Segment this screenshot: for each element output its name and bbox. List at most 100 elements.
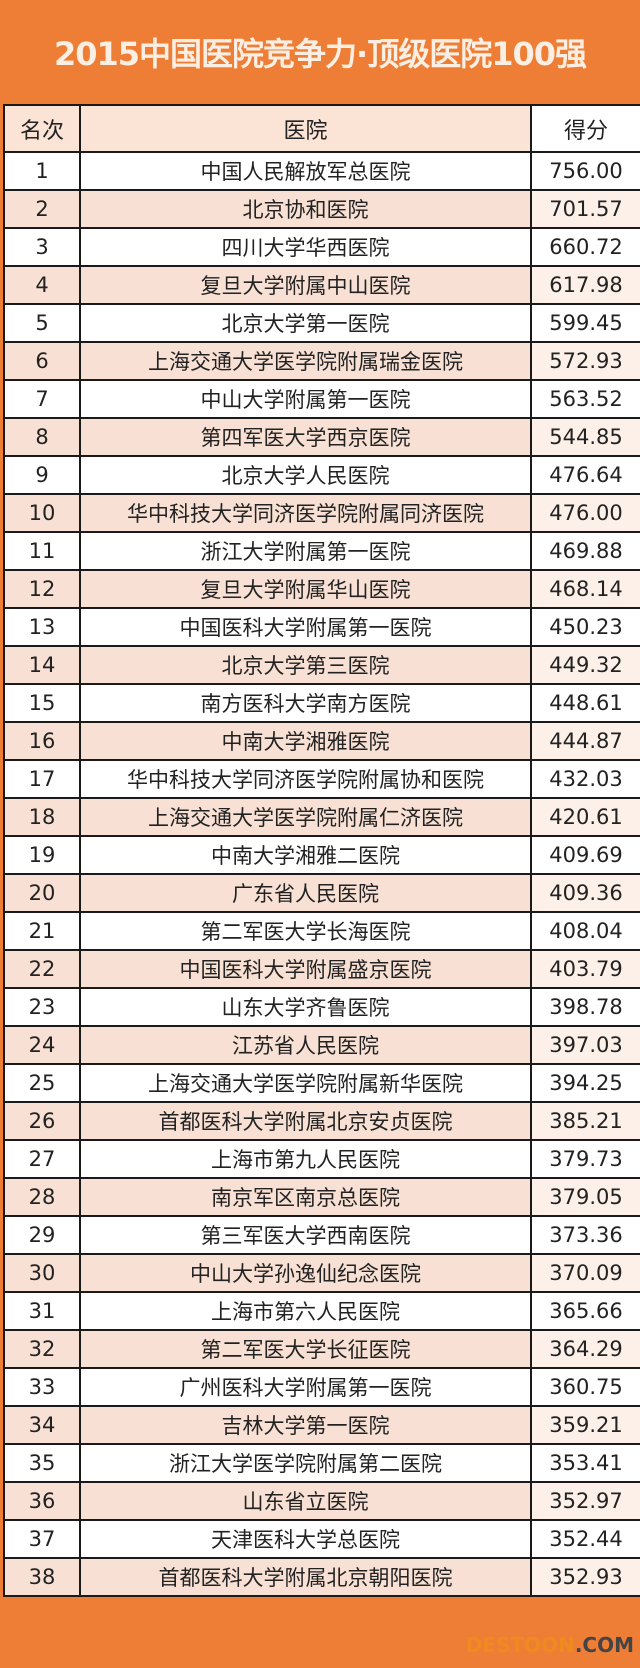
hospital-name-cell: 第四军医大学西京医院: [79, 417, 532, 457]
table-row: 23 山东大学齐鲁医院 398.78: [3, 987, 640, 1027]
hospital-name-cell: 浙江大学附属第一医院: [79, 531, 532, 571]
hospital-name-cell: 南方医科大学南方医院: [79, 683, 532, 723]
rank-cell: 21: [3, 911, 81, 951]
table-row: 3 四川大学华西医院 660.72: [3, 227, 640, 267]
rank-cell: 8: [3, 417, 81, 457]
rank-cell: 25: [3, 1063, 81, 1103]
score-cell: 756.00: [530, 151, 640, 191]
rank-cell: 24: [3, 1025, 81, 1065]
table-row: 4 复旦大学附属中山医院 617.98: [3, 265, 640, 305]
score-cell: 468.14: [530, 569, 640, 609]
table-row: 15 南方医科大学南方医院 448.61: [3, 683, 640, 723]
rank-cell: 4: [3, 265, 81, 305]
table-row: 6 上海交通大学医学院附属瑞金医院 572.93: [3, 341, 640, 381]
table-row: 22 中国医科大学附属盛京医院 403.79: [3, 949, 640, 989]
score-cell: 397.03: [530, 1025, 640, 1065]
score-cell: 394.25: [530, 1063, 640, 1103]
score-cell: 359.21: [530, 1405, 640, 1445]
page-title: 2015中国医院竞争力·顶级医院100强: [53, 35, 587, 73]
score-cell: 379.73: [530, 1139, 640, 1179]
score-cell: 398.78: [530, 987, 640, 1027]
table-row: 18 上海交通大学医学院附属仁济医院 420.61: [3, 797, 640, 837]
watermark-logo: DESTOON.COM: [466, 1633, 634, 1657]
score-cell: 353.41: [530, 1443, 640, 1483]
table-body: 1 中国人民解放军总医院 756.00 2 北京协和医院 701.57 3 四川大学华西医院 6…: [3, 151, 640, 1597]
table-row: 29 第三军医大学西南医院 373.36: [3, 1215, 640, 1255]
score-cell: 403.79: [530, 949, 640, 989]
score-cell: 352.44: [530, 1519, 640, 1559]
rank-cell: 19: [3, 835, 81, 875]
table-row: 36 山东省立医院 352.97: [3, 1481, 640, 1521]
watermark-part1: DESTOON: [465, 1633, 575, 1657]
score-cell: 409.36: [530, 873, 640, 913]
score-cell: 563.52: [530, 379, 640, 419]
hospital-name-cell: 江苏省人民医院: [79, 1025, 532, 1065]
hospital-name-cell: 上海交通大学医学院附属仁济医院: [79, 797, 532, 837]
rank-cell: 34: [3, 1405, 81, 1445]
rank-cell: 36: [3, 1481, 81, 1521]
table-row: 26 首都医科大学附属北京安贞医院 385.21: [3, 1101, 640, 1141]
rank-cell: 12: [3, 569, 81, 609]
score-cell: 360.75: [530, 1367, 640, 1407]
table-row: 30 中山大学孙逸仙纪念医院 370.09: [3, 1253, 640, 1293]
score-cell: 370.09: [530, 1253, 640, 1293]
hospital-name-cell: 中南大学湘雅医院: [79, 721, 532, 761]
score-cell: 373.36: [530, 1215, 640, 1255]
table-row: 24 江苏省人民医院 397.03: [3, 1025, 640, 1065]
table-header-row: 名次 医院 得分: [3, 104, 640, 153]
rank-cell: 31: [3, 1291, 81, 1331]
table-row: 31 上海市第六人民医院 365.66: [3, 1291, 640, 1331]
table-row: 16 中南大学湘雅医院 444.87: [3, 721, 640, 761]
score-cell: 364.29: [530, 1329, 640, 1369]
score-cell: 409.69: [530, 835, 640, 875]
rank-cell: 6: [3, 341, 81, 381]
score-cell: 617.98: [530, 265, 640, 305]
header-score: 得分: [530, 104, 640, 153]
hospital-name-cell: 上海交通大学医学院附属瑞金医院: [79, 341, 532, 381]
rank-cell: 16: [3, 721, 81, 761]
score-cell: 450.23: [530, 607, 640, 647]
table-row: 10 华中科技大学同济医学院附属同济医院 476.00: [3, 493, 640, 533]
rank-cell: 26: [3, 1101, 81, 1141]
rank-cell: 11: [3, 531, 81, 571]
rank-cell: 7: [3, 379, 81, 419]
hospital-name-cell: 华中科技大学同济医学院附属协和医院: [79, 759, 532, 799]
rank-cell: 22: [3, 949, 81, 989]
hospital-name-cell: 中国医科大学附属盛京医院: [79, 949, 532, 989]
score-cell: 444.87: [530, 721, 640, 761]
table-row: 12 复旦大学附属华山医院 468.14: [3, 569, 640, 609]
hospital-name-cell: 北京协和医院: [79, 189, 532, 229]
hospital-name-cell: 上海市第六人民医院: [79, 1291, 532, 1331]
score-cell: 352.93: [530, 1557, 640, 1597]
hospital-name-cell: 北京大学第一医院: [79, 303, 532, 343]
hospital-name-cell: 中山大学孙逸仙纪念医院: [79, 1253, 532, 1293]
score-cell: 476.00: [530, 493, 640, 533]
table-row: 11 浙江大学附属第一医院 469.88: [3, 531, 640, 571]
rank-cell: 10: [3, 493, 81, 533]
hospital-name-cell: 中国人民解放军总医院: [79, 151, 532, 191]
hospital-name-cell: 广州医科大学附属第一医院: [79, 1367, 532, 1407]
table-row: 14 北京大学第三医院 449.32: [3, 645, 640, 685]
hospital-name-cell: 吉林大学第一医院: [79, 1405, 532, 1445]
score-cell: 476.64: [530, 455, 640, 495]
hospital-name-cell: 中国医科大学附属第一医院: [79, 607, 532, 647]
rank-cell: 18: [3, 797, 81, 837]
rank-cell: 17: [3, 759, 81, 799]
table-row: 38 首都医科大学附属北京朝阳医院 352.93: [3, 1557, 640, 1597]
rank-cell: 38: [3, 1557, 81, 1597]
table-row: 25 上海交通大学医学院附属新华医院 394.25: [3, 1063, 640, 1103]
rank-cell: 29: [3, 1215, 81, 1255]
table-row: 33 广州医科大学附属第一医院 360.75: [3, 1367, 640, 1407]
rank-cell: 28: [3, 1177, 81, 1217]
rank-cell: 5: [3, 303, 81, 343]
hospital-name-cell: 南京军区南京总医院: [79, 1177, 532, 1217]
score-cell: 701.57: [530, 189, 640, 229]
hospital-name-cell: 山东省立医院: [79, 1481, 532, 1521]
hospital-name-cell: 天津医科大学总医院: [79, 1519, 532, 1559]
rank-cell: 14: [3, 645, 81, 685]
rank-cell: 23: [3, 987, 81, 1027]
hospital-name-cell: 四川大学华西医院: [79, 227, 532, 267]
hospital-name-cell: 第二军医大学长征医院: [79, 1329, 532, 1369]
rank-cell: 3: [3, 227, 81, 267]
table-row: 1 中国人民解放军总医院 756.00: [3, 151, 640, 191]
